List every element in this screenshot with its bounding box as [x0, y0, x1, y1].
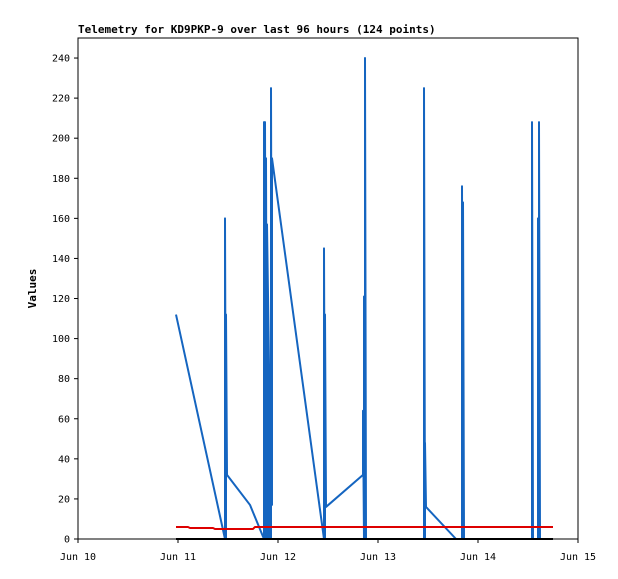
y-tick-label: 180: [52, 174, 70, 185]
y-tick-label: 100: [52, 334, 70, 345]
x-tick-label: Jun 14: [460, 552, 496, 563]
y-tick-label: 120: [52, 294, 70, 305]
y-tick-label: 240: [52, 54, 70, 65]
series-line-1: [175, 57, 541, 540]
plot-frame: [77, 37, 579, 540]
x-tick-label: Jun 10: [60, 552, 96, 563]
y-tick-label: 80: [58, 374, 70, 385]
y-tick-label: 160: [52, 214, 70, 225]
x-tick-label: Jun 12: [260, 552, 296, 563]
y-tick-label: 60: [58, 414, 70, 425]
y-tick-label: 20: [58, 494, 70, 505]
series-layer: [175, 57, 553, 540]
y-axis-label: Values: [26, 269, 39, 309]
y-tick-label: 220: [52, 94, 70, 105]
series-line-2: [176, 525, 553, 530]
y-tick-label: 140: [52, 254, 70, 265]
x-tick-label: Jun 11: [160, 552, 196, 563]
x-tick-label: Jun 13: [360, 552, 396, 563]
y-tick-label: 0: [64, 535, 70, 546]
x-axis-ticks: Jun 10 Jun 11 Jun 12 Jun 13 Jun 14 Jun 15: [60, 539, 596, 563]
y-tick-label: 200: [52, 134, 70, 145]
x-tick-label: Jun 15: [560, 552, 596, 563]
y-axis-ticks: 0 20 40 60 80 100 120 140 160 180 200 220 240: [52, 54, 78, 546]
y-tick-label: 40: [58, 454, 70, 465]
chart-title: Telemetry for KD9PKP-9 over last 96 hour…: [78, 23, 436, 36]
